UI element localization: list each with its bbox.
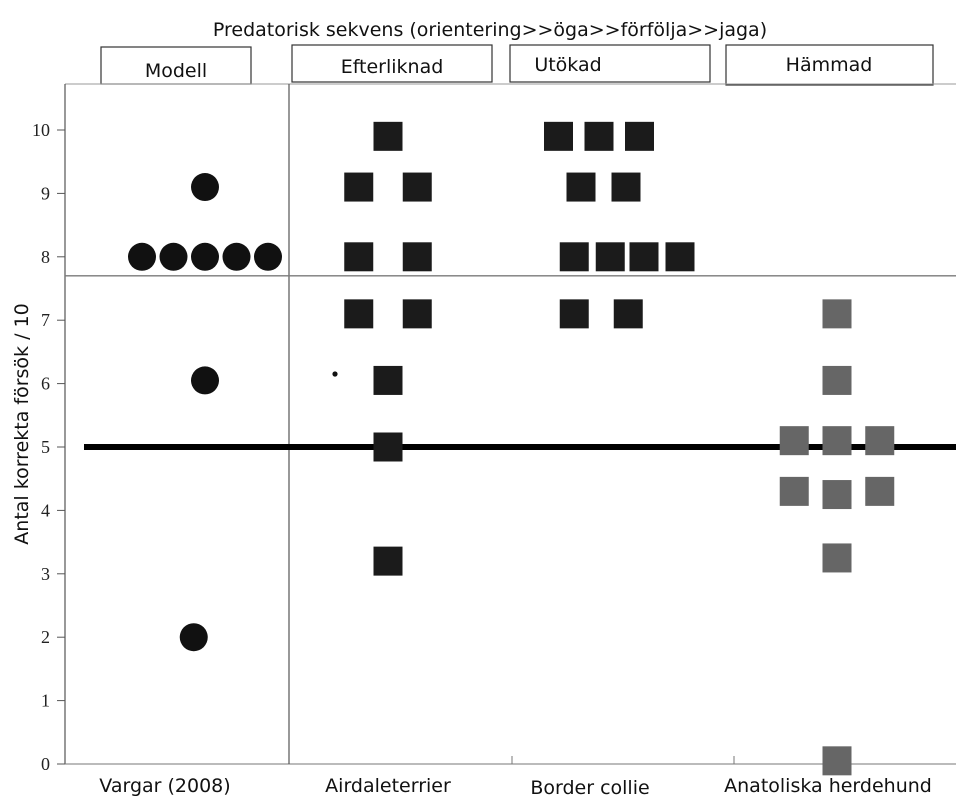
group-header-box-modell	[100, 46, 252, 85]
dog-data-point	[373, 546, 403, 576]
dog-data-point	[373, 365, 403, 395]
dog-data-point	[779, 426, 809, 456]
wolf-data-point	[159, 242, 188, 271]
wolf-data-point	[179, 623, 208, 652]
y-axis-ticks: 0 1 2 3 4 5 6 7 8 9 10	[32, 120, 65, 774]
y-tick-label: 10	[32, 120, 50, 140]
wolf-data-point	[254, 242, 282, 271]
group-header-utokad: Utökad	[534, 54, 601, 76]
dog-data-point	[613, 299, 643, 329]
y-tick-label: 4	[41, 500, 50, 520]
dog-data-point	[559, 299, 589, 329]
wolf-data-point	[191, 366, 219, 395]
stray-dot-mark	[332, 371, 338, 377]
dog-data-point	[373, 432, 403, 462]
dog-data-point	[865, 426, 895, 456]
dog-data-point	[822, 480, 852, 510]
group-header-modell: Modell	[145, 60, 207, 82]
dog-data-point	[822, 299, 852, 329]
y-tick-label: 1	[41, 691, 50, 711]
dog-data-point	[584, 121, 614, 151]
x-category-labels: Vargar (2008) Airdaleterrier Border coll…	[99, 775, 932, 799]
wolf-data-point	[128, 242, 156, 271]
dog-data-point	[822, 746, 852, 776]
dog-data-point	[402, 172, 432, 202]
y-tick-label: 7	[41, 310, 50, 330]
dog-data-point	[559, 242, 589, 272]
dog-data-point	[373, 121, 403, 151]
y-tick-label: 3	[41, 564, 50, 584]
dog-data-point	[344, 172, 374, 202]
dog-data-point	[344, 242, 374, 272]
dog-data-point	[629, 242, 659, 272]
dog-data-point	[665, 242, 695, 272]
x-label-airdaleterrier: Airdaleterrier	[325, 775, 451, 797]
dog-data-point	[595, 242, 625, 272]
chart-title: Predatorisk sekvens (orientering>>öga>>f…	[213, 19, 767, 41]
data-marks	[128, 121, 895, 776]
y-tick-label: 9	[41, 183, 50, 203]
group-header-box-efterliknad	[291, 44, 493, 83]
dog-data-point	[822, 426, 852, 456]
reference-lines	[65, 275, 956, 450]
dog-data-point	[625, 121, 654, 151]
dog-data-point	[611, 172, 641, 202]
y-tick-label: 2	[41, 627, 50, 647]
y-axis-title: Antal korrekta försök / 10	[11, 303, 33, 544]
dog-data-point	[822, 365, 852, 395]
dog-data-point	[865, 476, 895, 506]
y-tick-label: 6	[41, 374, 50, 394]
dog-data-point	[402, 242, 432, 272]
dog-data-point	[544, 121, 573, 151]
x-label-border-collie: Border collie	[530, 777, 649, 799]
wolf-data-point	[222, 242, 251, 271]
group-headers: Modell Efterliknad Utökad Hämmad	[100, 44, 934, 86]
group-header-hammad: Hämmad	[786, 54, 873, 76]
y-tick-label: 8	[41, 247, 50, 267]
group-header-efterliknad: Efterliknad	[341, 56, 444, 78]
group-header-box-hammad	[725, 44, 934, 86]
dog-data-point	[566, 172, 596, 202]
y-tick-label: 5	[41, 437, 50, 457]
plot-frame	[64, 83, 956, 765]
y-tick-label: 0	[41, 754, 50, 774]
dog-data-point	[402, 299, 432, 329]
x-label-anatoliska-herdehund: Anatoliska herdehund	[724, 775, 932, 797]
group-header-box-utokad	[509, 44, 711, 83]
dog-data-point	[822, 543, 852, 573]
wolf-data-point	[191, 173, 219, 202]
dog-data-point	[779, 476, 809, 506]
dog-data-point	[344, 299, 374, 329]
x-label-vargar: Vargar (2008)	[99, 775, 230, 797]
wolf-data-point	[191, 242, 219, 271]
